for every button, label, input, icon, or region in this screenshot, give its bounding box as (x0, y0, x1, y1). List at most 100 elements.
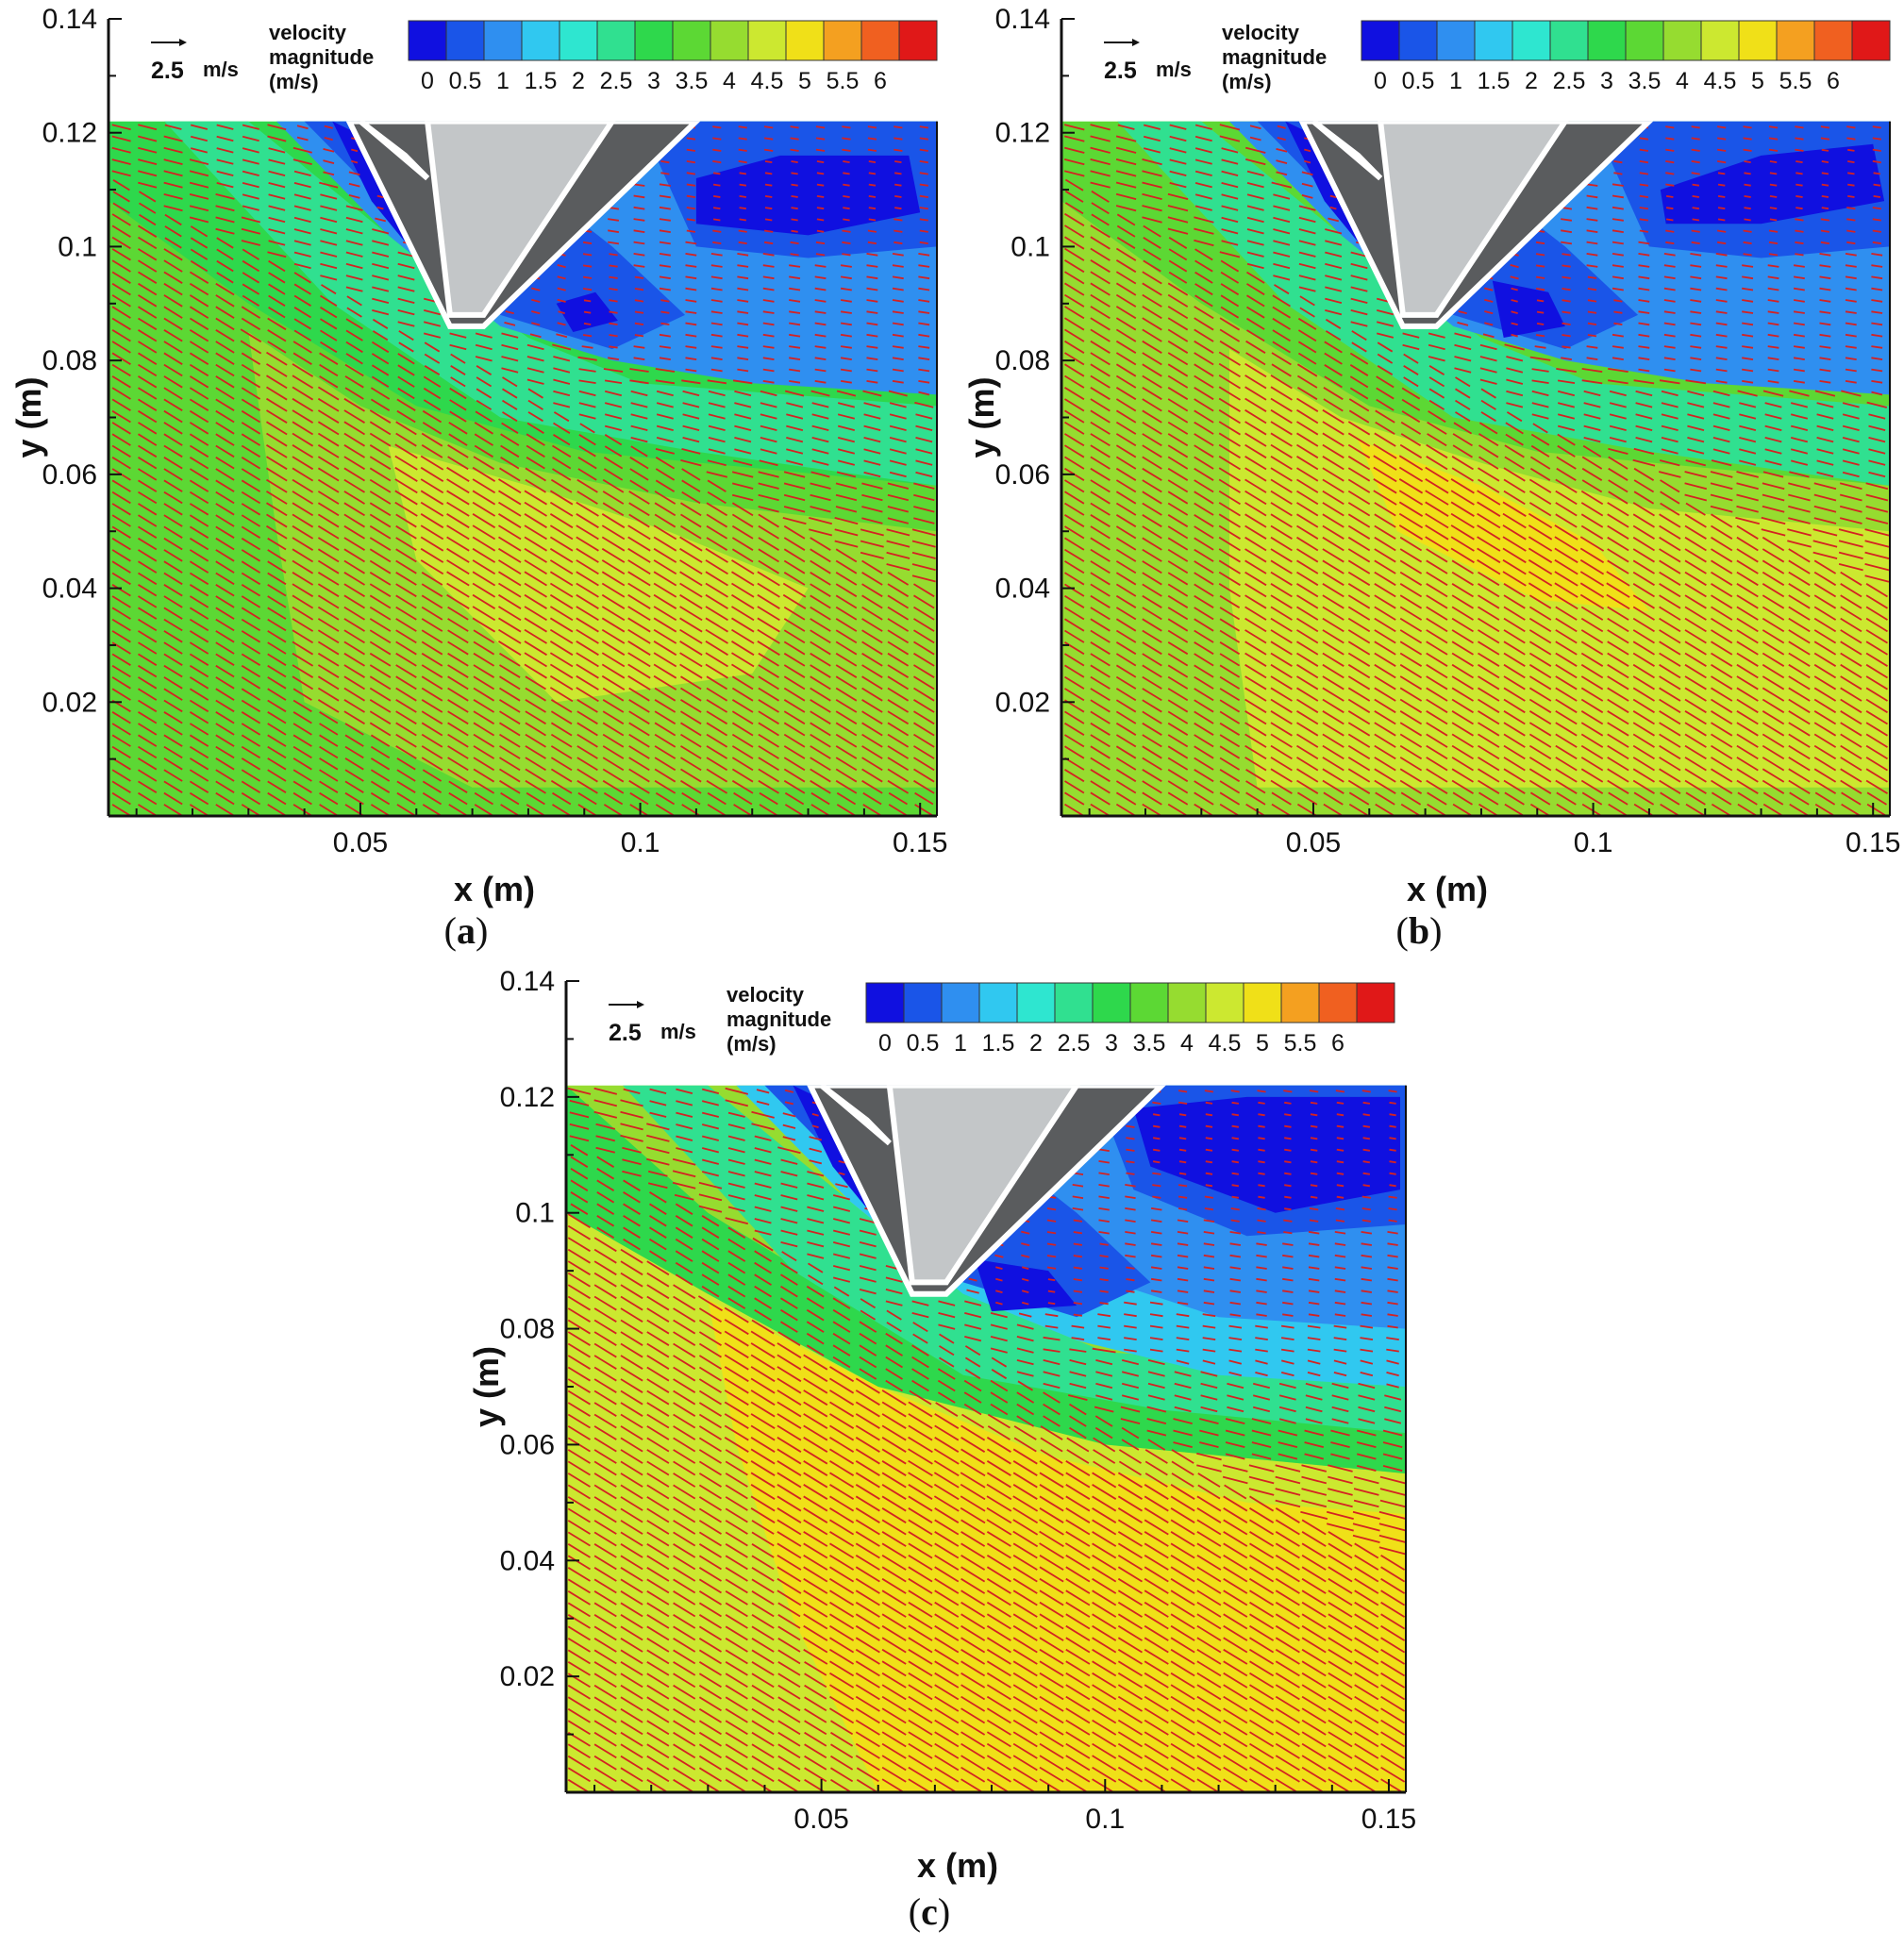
vector-arrow (937, 1368, 956, 1380)
vector-arrow (835, 733, 858, 748)
vector-arrow (673, 1684, 696, 1700)
vector-arrow (420, 536, 444, 552)
vector-arrow (499, 675, 521, 691)
vector-arrow (1194, 525, 1214, 540)
vector-arrow (1401, 410, 1421, 424)
vector-arrow (1246, 182, 1264, 189)
vector-arrow (1244, 362, 1267, 378)
vector-arrow (1871, 310, 1883, 314)
vector-arrow (1399, 559, 1423, 574)
vector-arrow (1167, 675, 1189, 690)
vector-arrow (675, 1226, 693, 1239)
vector-arrow (1063, 170, 1085, 177)
vector-arrow (861, 664, 883, 678)
vector-arrow (1663, 368, 1676, 373)
vector-arrow (395, 710, 417, 725)
vector-arrow (1426, 559, 1448, 574)
vector-arrow (731, 559, 755, 575)
vector-arrow (620, 1507, 643, 1523)
vector-arrow (708, 390, 726, 397)
vector-arrow (1710, 471, 1733, 478)
vector-arrow (751, 1110, 775, 1119)
vector-arrow (725, 1602, 748, 1618)
vector-arrow (837, 424, 856, 431)
vector-arrow (881, 1566, 907, 1583)
vector-arrow (524, 547, 547, 563)
vector-arrow (1871, 264, 1883, 268)
vector-arrow (1194, 594, 1214, 608)
vector-arrow (620, 1649, 643, 1665)
vector-arrow (1120, 1418, 1141, 1424)
vector-arrow (1872, 229, 1881, 233)
vector-arrow (1090, 560, 1111, 574)
vector-arrow (739, 218, 747, 222)
vector-arrow (1143, 124, 1161, 130)
vector-arrow (1819, 380, 1831, 384)
vector-arrow (1793, 322, 1805, 326)
vector-arrow (866, 357, 878, 360)
y-tick-label: 0.02 (995, 687, 1050, 718)
vector-arrow (1012, 1519, 1039, 1536)
vector-arrow (810, 629, 831, 644)
vector-arrow (885, 1300, 903, 1306)
vector-arrow (215, 618, 235, 632)
vector-arrow (344, 723, 364, 736)
vector-arrow (567, 1720, 591, 1736)
vector-arrow (1608, 491, 1628, 505)
vector-arrow (296, 136, 309, 141)
vector-arrow (1244, 641, 1267, 656)
vector-arrow (395, 537, 417, 551)
vector-arrow (473, 768, 495, 783)
vector-arrow (1194, 182, 1212, 189)
vector-arrow (1272, 329, 1291, 342)
vector-arrow (758, 675, 779, 691)
vector-arrow (908, 1566, 933, 1583)
vector-arrow (1115, 745, 1137, 759)
vector-arrow (620, 1307, 643, 1323)
vector-arrow (628, 710, 650, 725)
vector-arrow (673, 1672, 696, 1689)
vector-arrow (1690, 275, 1702, 280)
vector-arrow (682, 424, 700, 431)
vector-arrow (886, 551, 910, 559)
vector-arrow (138, 158, 158, 165)
vector-arrow (500, 433, 520, 446)
vector-arrow (1245, 340, 1266, 354)
vector-arrow (1373, 443, 1397, 459)
vector-arrow (673, 1366, 696, 1382)
vector-arrow (266, 478, 288, 493)
vector-arrow (1115, 491, 1137, 505)
vector-arrow (553, 378, 571, 385)
vector-arrow (1073, 1219, 1083, 1223)
vector-arrow (1687, 448, 1705, 455)
vector-arrow (918, 333, 930, 338)
vector-arrow (1687, 390, 1705, 397)
vector-arrow (731, 493, 754, 502)
vector-arrow (216, 259, 234, 273)
vector-arrow (576, 779, 598, 794)
vector-arrow (963, 1403, 982, 1416)
vector-arrow (138, 433, 158, 446)
vector-arrow (266, 421, 288, 436)
vector-arrow (676, 1135, 693, 1141)
vector-arrow (292, 341, 312, 354)
vector-arrow (1325, 275, 1343, 281)
vector-arrow (189, 503, 209, 516)
vector-arrow (1871, 287, 1883, 291)
vector-arrow (1167, 618, 1189, 632)
vector-arrow (913, 641, 935, 656)
vector-arrow (1506, 378, 1524, 385)
vector-arrow (1246, 306, 1265, 319)
vector-arrow (1632, 536, 1655, 552)
vector-arrow (832, 1297, 851, 1309)
vector-arrow (567, 1355, 591, 1370)
vector-arrow (1716, 148, 1727, 152)
vector-arrow (395, 733, 417, 748)
vector-arrow (319, 711, 339, 724)
vector-arrow (832, 1321, 851, 1333)
vector-arrow (1711, 459, 1732, 467)
vector-arrow (292, 444, 314, 458)
vector-arrow (1502, 547, 1527, 564)
vector-arrow (1482, 333, 1495, 339)
vector-arrow (1064, 306, 1085, 320)
